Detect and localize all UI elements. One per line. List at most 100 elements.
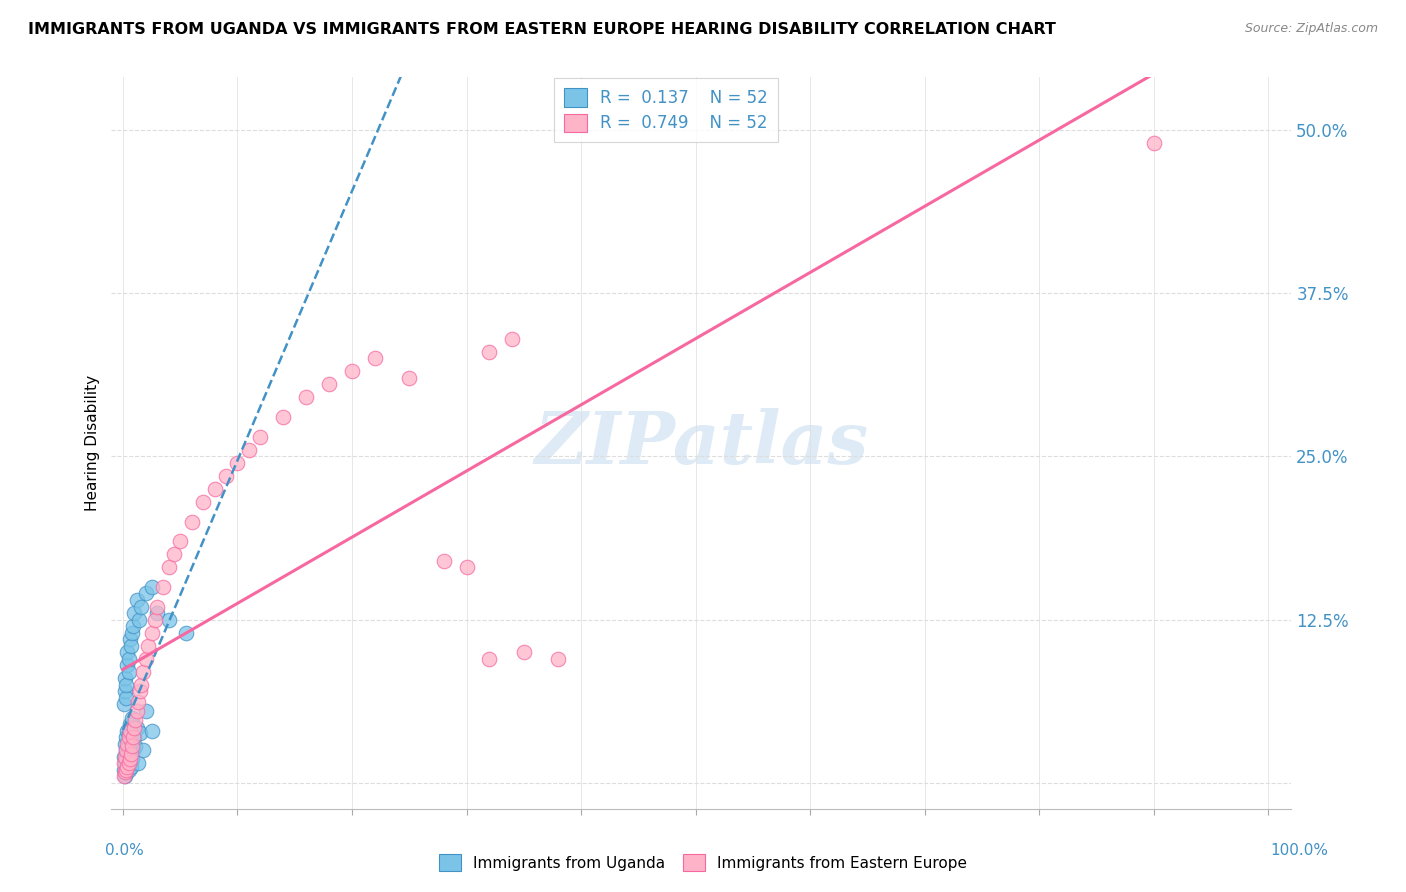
Point: [125, 721, 148, 735]
Point: [141, 625, 163, 640]
Point: [117, 756, 139, 771]
Point: [128, 613, 150, 627]
Point: [117, 652, 139, 666]
Point: [115, 678, 138, 692]
Point: [121, 625, 143, 640]
Point: [340, 364, 363, 378]
Text: IMMIGRANTS FROM UGANDA VS IMMIGRANTS FROM EASTERN EUROPE HEARING DISABILITY CORR: IMMIGRANTS FROM UGANDA VS IMMIGRANTS FRO…: [28, 22, 1056, 37]
Point: [121, 710, 143, 724]
Point: [249, 430, 271, 444]
Point: [122, 619, 145, 633]
Point: [117, 723, 139, 738]
Point: [112, 749, 135, 764]
Point: [112, 698, 135, 712]
Point: [117, 749, 139, 764]
Point: [204, 482, 226, 496]
Point: [115, 730, 138, 744]
Point: [135, 652, 157, 666]
Point: [115, 743, 138, 757]
Point: [146, 606, 169, 620]
Point: [121, 752, 143, 766]
Point: [115, 763, 138, 777]
Point: [118, 752, 141, 766]
Point: [157, 560, 180, 574]
Text: Source: ZipAtlas.com: Source: ZipAtlas.com: [1244, 22, 1378, 36]
Point: [152, 580, 174, 594]
Text: 100.0%: 100.0%: [1271, 843, 1329, 858]
Point: [117, 730, 139, 744]
Point: [114, 672, 136, 686]
Point: [141, 723, 163, 738]
Point: [135, 704, 157, 718]
Point: [136, 639, 159, 653]
Point: [120, 639, 142, 653]
Point: [124, 606, 146, 620]
Point: [118, 717, 141, 731]
Point: [215, 468, 238, 483]
Point: [129, 678, 152, 692]
Point: [117, 760, 139, 774]
Point: [122, 730, 145, 744]
Point: [364, 351, 387, 366]
Point: [547, 652, 569, 666]
Point: [143, 613, 166, 627]
Point: [271, 410, 294, 425]
Point: [135, 586, 157, 600]
Point: [132, 665, 155, 679]
Point: [127, 756, 149, 771]
Point: [120, 737, 142, 751]
Point: [132, 743, 155, 757]
Point: [114, 684, 136, 698]
Point: [433, 554, 456, 568]
Point: [115, 743, 138, 757]
Point: [318, 377, 340, 392]
Point: [141, 580, 163, 594]
Point: [124, 730, 146, 744]
Point: [115, 765, 138, 780]
Point: [226, 456, 249, 470]
Point: [169, 534, 191, 549]
Point: [114, 769, 136, 783]
Point: [1143, 136, 1166, 150]
Point: [157, 613, 180, 627]
Point: [117, 726, 139, 740]
Point: [122, 743, 145, 757]
Point: [238, 442, 260, 457]
Point: [115, 690, 138, 705]
Point: [398, 371, 420, 385]
Point: [112, 769, 135, 783]
Point: [120, 747, 142, 761]
Point: [121, 739, 143, 754]
Point: [501, 332, 523, 346]
Text: 0.0%: 0.0%: [105, 843, 145, 858]
Point: [117, 645, 139, 659]
Point: [117, 760, 139, 774]
Point: [114, 756, 136, 771]
Text: ZIPatlas: ZIPatlas: [534, 408, 869, 479]
Point: [180, 515, 202, 529]
Point: [118, 723, 141, 738]
Point: [114, 737, 136, 751]
Point: [513, 645, 536, 659]
Point: [129, 726, 152, 740]
Point: [174, 625, 197, 640]
Point: [118, 632, 141, 647]
Point: [125, 593, 148, 607]
Point: [124, 721, 146, 735]
Point: [127, 695, 149, 709]
Point: [117, 665, 139, 679]
Point: [114, 749, 136, 764]
Point: [191, 495, 214, 509]
Point: [456, 560, 478, 574]
Point: [124, 713, 146, 727]
Y-axis label: Hearing Disability: Hearing Disability: [86, 376, 100, 511]
Point: [129, 684, 152, 698]
Point: [117, 747, 139, 761]
Point: [117, 737, 139, 751]
Legend: R =  0.137    N = 52, R =  0.749    N = 52: R = 0.137 N = 52, R = 0.749 N = 52: [554, 78, 778, 143]
Point: [115, 752, 138, 766]
Point: [117, 763, 139, 777]
Point: [112, 756, 135, 771]
Point: [118, 756, 141, 771]
Point: [478, 652, 501, 666]
